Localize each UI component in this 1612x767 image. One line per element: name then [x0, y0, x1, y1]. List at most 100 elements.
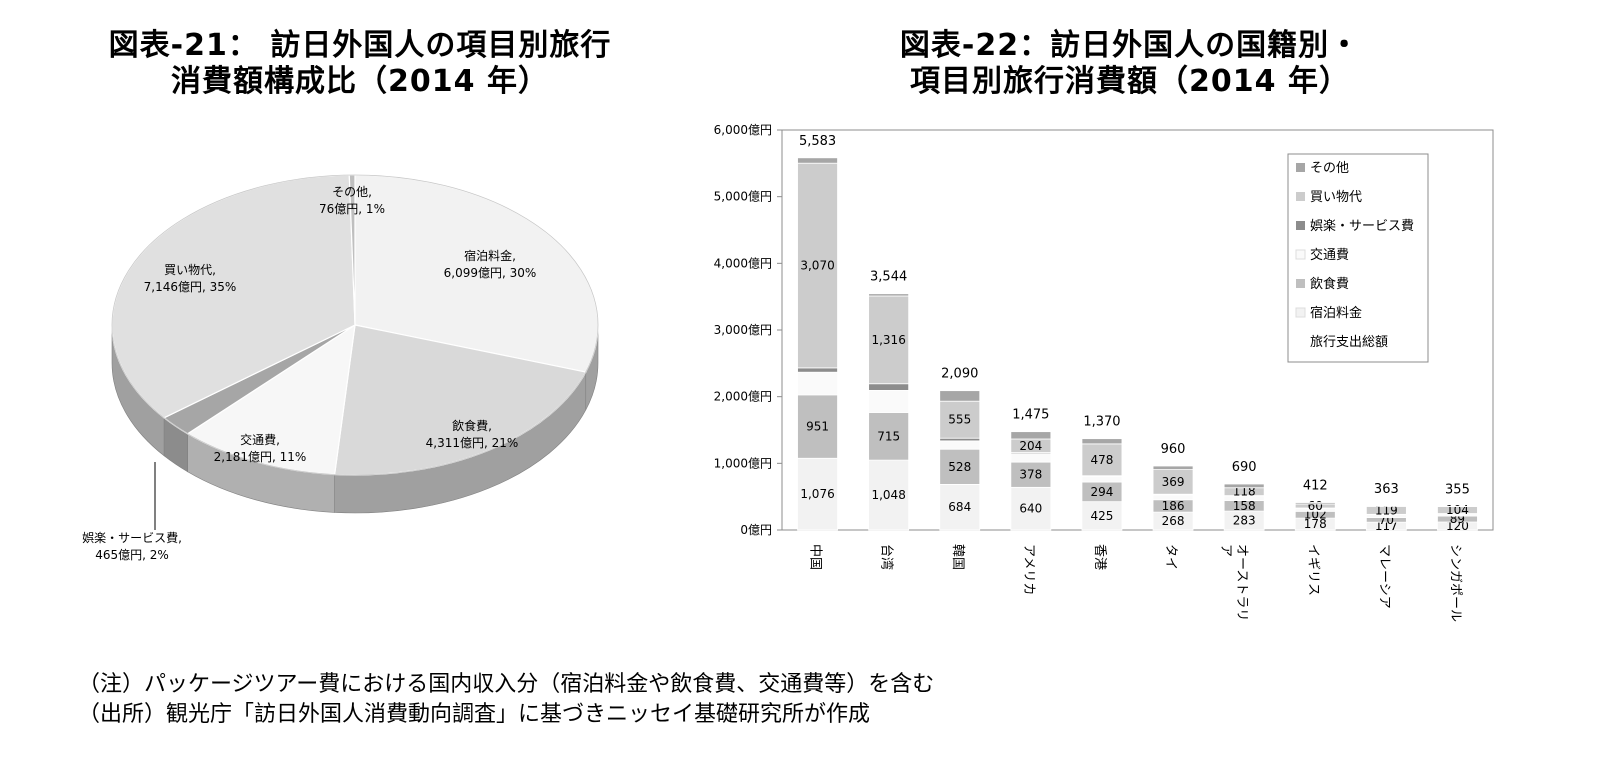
- bar-total-label: 1,370: [1083, 415, 1120, 430]
- pie-label-name: その他,: [332, 185, 372, 199]
- bar-segment-宿泊料金: [868, 459, 910, 531]
- legend-label: 飲食費: [1310, 276, 1349, 292]
- bar-data-label: 268: [1162, 514, 1185, 528]
- bar-segment-その他: [868, 293, 910, 297]
- footnotes: （注）パッケージツアー費における国内収入分（宿泊料金や飲食費、交通費等）を含む …: [78, 670, 934, 730]
- pie-title-line2: 消費額構成比（2014 年）: [171, 64, 549, 99]
- bar-segment-娯楽・サービス費: [868, 383, 910, 391]
- bar-data-label: 378: [1019, 468, 1042, 482]
- bar-segment-交通費: [1081, 475, 1123, 483]
- pie-labels: 宿泊料金, 6,099億円, 30% 飲食費, 4,311億円, 21% 交通費, 2,1…: [82, 185, 536, 562]
- bar-data-label: 120: [1446, 519, 1469, 533]
- bar-segment-飲食費: [868, 412, 910, 461]
- bar-segment-飲食費: [1010, 461, 1052, 488]
- y-tick-label: 3,000億円: [714, 323, 772, 337]
- pie-label-name: 飲食費,: [452, 418, 492, 433]
- bar-data-label: 1,048: [871, 488, 905, 502]
- pie-chart-title: 図表-21： 訪日外国人の項目別旅行 消費額構成比（2014 年）: [60, 28, 660, 100]
- bar-data-label: 118: [1233, 485, 1256, 499]
- legend-label: 交通費: [1310, 247, 1349, 263]
- bar-stack-香港: 425 294 478 1,370: [1081, 415, 1123, 531]
- x-category-label: オーストラリ: [1234, 544, 1249, 621]
- pie-label-value: 4,311億円, 21%: [426, 436, 519, 450]
- bar-segment-買い物代: [868, 295, 910, 385]
- pie-label-name: 交通費,: [240, 432, 280, 447]
- x-category-label: 中国: [808, 544, 823, 570]
- x-category-label: タイ: [1163, 544, 1178, 570]
- bar-total-label: 3,544: [870, 270, 907, 285]
- legend-label: 宿泊料金: [1310, 305, 1362, 321]
- x-category-label: 台湾: [879, 544, 895, 570]
- legend-marker: [1295, 307, 1306, 318]
- bar-total-label: 363: [1374, 482, 1399, 497]
- pie-chart: 宿泊料金, 6,099億円, 30% 飲食費, 4,311億円, 21% 交通費, 2,1…: [82, 174, 599, 562]
- pie-side-walls: [111, 324, 599, 514]
- bar-segment-その他: [1294, 502, 1336, 505]
- legend-label: 旅行支出総額: [1310, 335, 1388, 350]
- bar-segment-交通費: [1152, 494, 1194, 501]
- y-tick-label: 5,000億円: [714, 190, 772, 204]
- bar-data-label: 204: [1019, 439, 1042, 453]
- y-tick-label: 1,000億円: [714, 456, 772, 470]
- bar-segment-その他: [1010, 431, 1052, 440]
- pie-slices: [111, 174, 599, 476]
- bar-data-label: 1,316: [871, 333, 905, 347]
- bar-data-label: 283: [1233, 514, 1256, 528]
- bar-data-label: 951: [806, 420, 829, 434]
- bar-segment-宿泊料金: [797, 457, 838, 531]
- bar-segment-その他: [1223, 483, 1265, 489]
- bar-segment-娯楽・サービス費: [797, 367, 838, 373]
- legend-label: その他: [1310, 161, 1349, 176]
- bar-data-label: 158: [1233, 499, 1256, 513]
- bar-segment-その他: [1081, 438, 1123, 445]
- bar-segment-交通費: [797, 371, 838, 396]
- x-category-label: マレーシア: [1376, 544, 1391, 609]
- bar-total-label: 412: [1303, 479, 1328, 494]
- bar-stack-韓国: 684 528 555 2,090: [939, 367, 981, 531]
- legend-label: 買い物代: [1310, 190, 1362, 205]
- y-tick-label: 4,000億円: [714, 256, 772, 270]
- bars: 1,076 951 3,070 5,583 1,048 715 1,316 3,544 684 5…: [797, 134, 1478, 533]
- bar-data-label: 178: [1304, 517, 1327, 531]
- legend-marker: [1296, 221, 1305, 230]
- bar-data-label: 528: [948, 460, 971, 474]
- pie-label-name: 娯楽・サービス費,: [82, 530, 182, 545]
- bar-data-label: 715: [877, 429, 900, 443]
- bar-data-label: 60: [1308, 499, 1323, 513]
- legend-marker: [1296, 192, 1305, 201]
- legend-marker: [1296, 279, 1305, 288]
- bar-data-label: 1,076: [800, 487, 834, 501]
- bar-segment-買い物代: [1152, 469, 1194, 495]
- bar-stack-中国: 1,076 951 3,070 5,583: [797, 134, 838, 531]
- stacked-bar-chart: 0億円 1,000億円 2,000億円 3,000億円 4,000億円 5,000億円 6,…: [714, 123, 1494, 622]
- bar-data-label: 294: [1090, 485, 1113, 499]
- x-category-label: イギリス: [1305, 544, 1320, 596]
- pie-label-name: 買い物代,: [164, 263, 216, 277]
- x-category-label: ア: [1218, 544, 1233, 557]
- bar-total-label: 5,583: [799, 134, 836, 149]
- bar-data-label: 186: [1162, 499, 1185, 513]
- pie-label-value: 76億円, 1%: [319, 202, 385, 216]
- bar-total-label: 2,090: [941, 367, 978, 382]
- bar-segment-その他: [797, 157, 838, 164]
- bar-segment-買い物代: [939, 400, 981, 439]
- bar-chart-title: 図表-22：訪日外国人の国籍別・ 項目別旅行消費額（2014 年）: [820, 28, 1440, 100]
- note-text: （注）パッケージツアー費における国内収入分（宿泊料金や飲食費、交通費等）を含む: [78, 672, 935, 697]
- pie-title-line1: 図表-21： 訪日外国人の項目別旅行: [108, 28, 612, 63]
- y-tick-label: 0億円: [740, 523, 772, 537]
- bar-data-label: 640: [1019, 502, 1042, 516]
- bar-total-label: 690: [1232, 460, 1257, 475]
- y-tick-label: 6,000億円: [714, 123, 772, 137]
- bar-segment-交通費: [1010, 453, 1052, 463]
- legend-marker: [1295, 249, 1306, 260]
- bar-segment-宿泊料金: [939, 483, 981, 531]
- bar-stack-アメリカ: 640 378 204 1,475: [1010, 408, 1052, 531]
- pie-label-value: 7,146億円, 35%: [144, 280, 237, 294]
- x-category-label: 香港: [1092, 544, 1107, 570]
- pie-outline: [111, 174, 599, 476]
